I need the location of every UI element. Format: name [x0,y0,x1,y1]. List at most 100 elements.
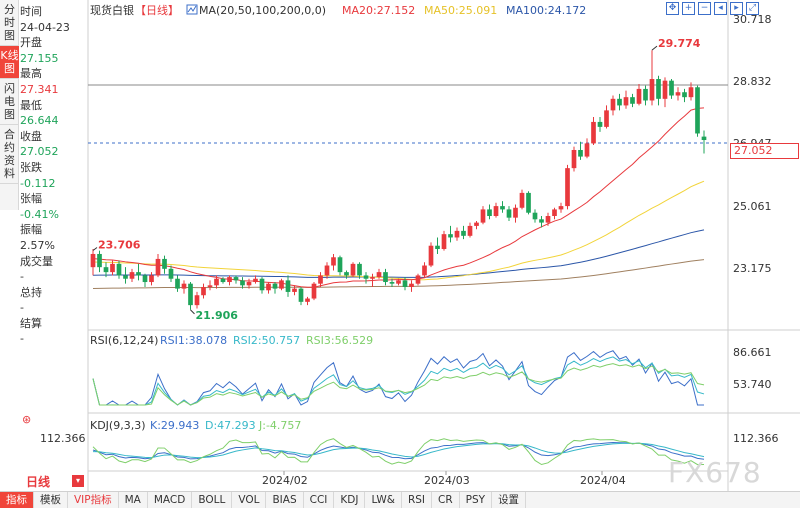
bottom-tab-13[interactable]: PSY [460,492,493,508]
kdj-k-line [92,442,705,460]
candle-body [207,285,213,287]
candle-body [383,272,388,283]
tab-timeshare[interactable]: 分时图 [0,0,19,46]
candle-body [409,283,414,287]
candle-body [669,80,674,96]
period-dropdown-icon[interactable]: ▾ [72,475,84,487]
candle-body [194,295,200,306]
bottom-indicator-bar: 指标 模板 VIP指标 MA MACD BOLL VOL BIAS CCI KDJ LW& RSI CR… [0,491,800,508]
bottom-tab-11[interactable]: RSI [402,492,432,508]
kdj-d-line [92,442,705,459]
low-annotation-leader [190,309,195,315]
ma200-line [92,259,705,289]
info-value-6: -0.41% [20,207,59,221]
price-axis-tick: 23.175 [733,262,772,275]
high-annotation: 29.774 [658,37,701,50]
info-value-0: 24-04-23 [20,20,70,34]
indicator-icon-glyph [187,5,197,13]
candle-body [506,209,512,218]
low-annotation: 21.906 [196,309,239,322]
bottom-tab-3[interactable]: MA [119,492,148,508]
crosshair-icon[interactable]: ✥ [666,2,679,15]
info-value-2: 27.341 [20,82,59,96]
candle-body [513,207,518,218]
candle-body [448,234,453,238]
bottom-tab-12[interactable]: CR [432,492,460,508]
tab-flash[interactable]: 闪电图 [0,79,19,125]
annotations: 29.774 23.706 21.906 [92,37,701,322]
rsi2-value: RSI2:50.757 [233,334,300,347]
info-label-10: 结算 [20,316,42,330]
kdj-params: KDJ(9,3,3) [90,419,146,432]
candle-body [591,121,596,144]
candle-body [545,216,551,223]
bottom-tab-7[interactable]: BIAS [266,492,304,508]
candle-body [435,245,440,250]
rsi-axis-tick: 86.661 [733,346,772,359]
candle-body [617,98,622,106]
x-tick-label: 2024/02 [262,474,308,487]
left-arrow-icon[interactable]: ◂ [714,2,727,15]
candle-body [493,206,499,217]
bottom-tab-2[interactable]: VIP指标 [68,492,119,508]
candle-info-panel: 时间 24-04-23 开盘 27.155 最高 27.341 最低 26.644 收盘 27.0… [20,4,84,347]
candle-body [461,230,466,236]
info-label-8: 成交量 [20,254,53,268]
info-label-9: 总持 [20,285,42,299]
candle-body [142,275,148,283]
candle-body [519,192,525,208]
candle-body [350,263,356,276]
current-price-tag: 27.052 [730,143,799,159]
bottom-tab-6[interactable]: VOL [232,492,267,508]
high-annotation-leader [651,45,658,51]
candle-body [279,280,284,289]
bottom-tab-5[interactable]: BOLL [192,492,233,508]
period-selector[interactable]: 日线 [26,475,51,489]
instrument-name: 现货白银 [90,3,134,17]
info-value-5: -0.112 [20,176,56,190]
fullscreen-icon[interactable]: ⤢ [746,2,759,15]
rsi1-line [92,350,704,406]
candle-body [487,209,492,217]
tab-contract-info[interactable]: 合约资料 [0,125,19,184]
candle-body [214,278,219,286]
candle-body [701,136,707,141]
candle-body [110,263,115,273]
info-value-8: - [20,270,24,284]
candles [90,50,707,310]
tab-kline[interactable]: K线图 [0,46,19,79]
candle-body [656,79,661,99]
bottom-tab-1[interactable]: 模板 [34,492,68,508]
candle-body [97,253,102,268]
indicator-icon[interactable] [186,4,198,15]
candle-body [402,280,408,287]
bottom-tab-9[interactable]: KDJ [334,492,366,508]
bottom-tab-10[interactable]: LW& [365,492,402,508]
bottom-tab-8[interactable]: CCI [304,492,335,508]
info-value-9: - [20,301,24,315]
bottom-tab-4[interactable]: MACD [148,492,193,508]
bottom-tab-14[interactable]: 设置 [492,492,527,508]
info-label-5: 张跌 [20,160,42,174]
x-tick-label: 2024/03 [424,474,470,487]
info-value-10: - [20,332,24,346]
zoom-in-icon[interactable]: + [682,2,695,15]
candle-body [578,149,583,157]
candle-body [610,98,616,111]
candle-body [331,257,336,266]
candle-body [246,282,252,286]
info-value-3: 26.644 [20,114,59,128]
alarm-icon[interactable]: ⊛ [22,413,32,426]
zoom-out-icon[interactable]: − [698,2,711,15]
right-arrow-icon[interactable]: ▸ [730,2,743,15]
candle-body [285,280,291,292]
x-tick-label: 2024/04 [580,474,626,487]
bottom-tab-0[interactable]: 指标 [0,492,34,508]
price-axis: 30.71828.83225.06123.17526.94786.66153.7… [733,13,779,445]
candle-body [552,209,557,217]
x-axis-ticks: 2024/02 2024/03 2024/04 [262,471,626,487]
candle-body [123,275,128,279]
info-label-7: 振幅 [20,223,42,237]
info-label-0: 时间 [20,5,42,18]
candle-body [181,283,187,289]
